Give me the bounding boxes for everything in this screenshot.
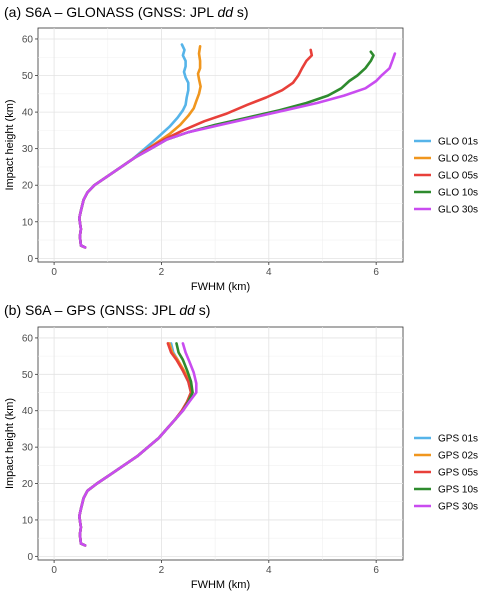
y-tick-label: 30 xyxy=(22,144,34,155)
legend-label: GPS 10s xyxy=(438,485,478,496)
legend-label: GPS 02s xyxy=(438,451,478,462)
plot-area xyxy=(37,27,404,263)
series-line xyxy=(78,52,397,249)
y-tick-label: 40 xyxy=(22,108,34,119)
y-tick-label: 60 xyxy=(22,34,34,45)
chart-title: (a) S6A – GLONASS (GNSS: JPL dd s) xyxy=(4,4,249,20)
plot-area xyxy=(37,326,404,561)
y-tick-label: 20 xyxy=(22,181,34,192)
x-tick-label: 0 xyxy=(51,267,57,278)
y-tick-label: 50 xyxy=(22,370,34,381)
legend-label: GLO 10s xyxy=(438,188,478,199)
chart-title: (b) S6A – GPS (GNSS: JPL dd s) xyxy=(4,302,210,318)
x-tick-label: 2 xyxy=(159,565,165,576)
x-tick-label: 2 xyxy=(159,267,165,278)
x-tick-label: 6 xyxy=(373,565,379,576)
legend-label: GPS 01s xyxy=(438,434,478,445)
y-tick-label: 50 xyxy=(22,71,34,82)
y-axis-label: Impact height (km) xyxy=(4,398,16,489)
legend-label: GLO 30s xyxy=(438,205,478,216)
legend-label: GLO 02s xyxy=(438,154,478,165)
x-tick-label: 4 xyxy=(266,267,272,278)
y-axis-label: Impact height (km) xyxy=(4,99,16,190)
y-tick-label: 10 xyxy=(22,217,34,228)
panel-b: (b) S6A – GPS (GNSS: JPL dd s)0 2 4 6010203… xyxy=(4,302,478,591)
y-tick-label: 60 xyxy=(22,333,34,344)
panel-a: (a) S6A – GLONASS (GNSS: JPL dd s)0 2 4 601… xyxy=(4,4,478,293)
y-tick-label: 20 xyxy=(22,479,34,490)
legend-label: GPS 30s xyxy=(438,502,478,513)
y-tick-label: 40 xyxy=(22,406,34,417)
y-tick-label: 30 xyxy=(22,443,34,454)
y-tick-label: 0 xyxy=(27,552,33,563)
x-axis-label: FWHM (km) xyxy=(191,281,250,293)
x-tick-label: 4 xyxy=(266,565,272,576)
x-axis-label: FWHM (km) xyxy=(191,579,250,591)
y-tick-label: 0 xyxy=(27,254,33,265)
y-tick-label: 10 xyxy=(22,515,34,526)
series-line xyxy=(78,342,198,547)
x-tick-label: 6 xyxy=(373,267,379,278)
x-tick-label: 0 xyxy=(51,565,57,576)
legend-label: GLO 01s xyxy=(438,137,478,148)
legend-label: GPS 05s xyxy=(438,468,478,479)
legend-label: GLO 05s xyxy=(438,171,478,182)
